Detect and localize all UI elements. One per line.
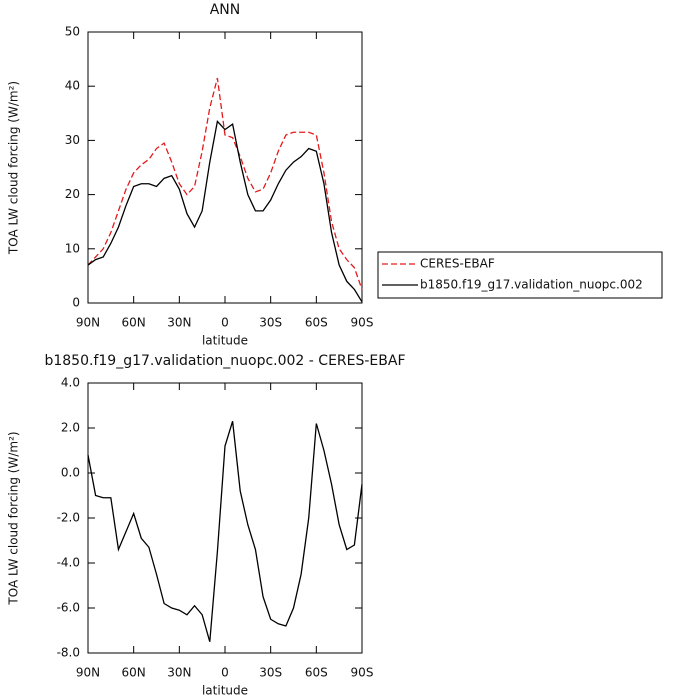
x-tick-label: 60N bbox=[122, 316, 146, 330]
x-tick-label: 90S bbox=[351, 316, 374, 330]
y-tick-label: -6.0 bbox=[57, 601, 80, 615]
x-tick-label: 0 bbox=[221, 316, 229, 330]
y-tick-label: 20 bbox=[65, 187, 80, 201]
plot-frame bbox=[87, 31, 363, 304]
x-tick-label: 90S bbox=[351, 666, 374, 680]
x-axis-label: latitude bbox=[202, 334, 248, 348]
y-tick-label: 4.0 bbox=[61, 376, 80, 390]
x-tick-label: 90N bbox=[76, 666, 100, 680]
plot-frame bbox=[87, 382, 363, 654]
x-tick-label: 30N bbox=[167, 316, 191, 330]
x-tick-label: 30S bbox=[259, 316, 282, 330]
x-tick-label: 30N bbox=[167, 666, 191, 680]
chart-title: b1850.f19_g17.validation_nuopc.002 - CER… bbox=[44, 353, 405, 369]
legend-label: b1850.f19_g17.validation_nuopc.002 bbox=[420, 278, 643, 292]
y-tick-label: 0 bbox=[72, 296, 80, 310]
legend-box bbox=[377, 251, 663, 299]
y-tick-label: 30 bbox=[65, 133, 80, 147]
y-tick-label: -4.0 bbox=[57, 556, 80, 570]
data-line bbox=[87, 120, 363, 303]
y-tick-label: 10 bbox=[65, 241, 80, 255]
x-tick-label: 0 bbox=[221, 666, 229, 680]
y-axis-label: TOA LW cloud forcing (W/m²) bbox=[7, 81, 21, 255]
legend-label: CERES-EBAF bbox=[420, 257, 495, 271]
y-tick-label: 50 bbox=[65, 25, 80, 39]
chart-title: ANN bbox=[210, 2, 241, 18]
x-tick-label: 60S bbox=[305, 666, 328, 680]
x-axis-label: latitude bbox=[202, 684, 248, 698]
y-axis-label: TOA LW cloud forcing (W/m²) bbox=[7, 431, 21, 605]
x-tick-label: 90N bbox=[76, 316, 100, 330]
data-line bbox=[87, 421, 363, 642]
data-line bbox=[87, 77, 363, 290]
y-tick-label: 2.0 bbox=[61, 421, 80, 435]
x-tick-label: 30S bbox=[259, 666, 282, 680]
y-tick-label: 0.0 bbox=[61, 466, 80, 480]
y-tick-label: -8.0 bbox=[57, 646, 80, 660]
y-tick-label: -2.0 bbox=[57, 511, 80, 525]
y-tick-label: 40 bbox=[65, 79, 80, 93]
x-tick-label: 60N bbox=[122, 666, 146, 680]
x-tick-label: 60S bbox=[305, 316, 328, 330]
